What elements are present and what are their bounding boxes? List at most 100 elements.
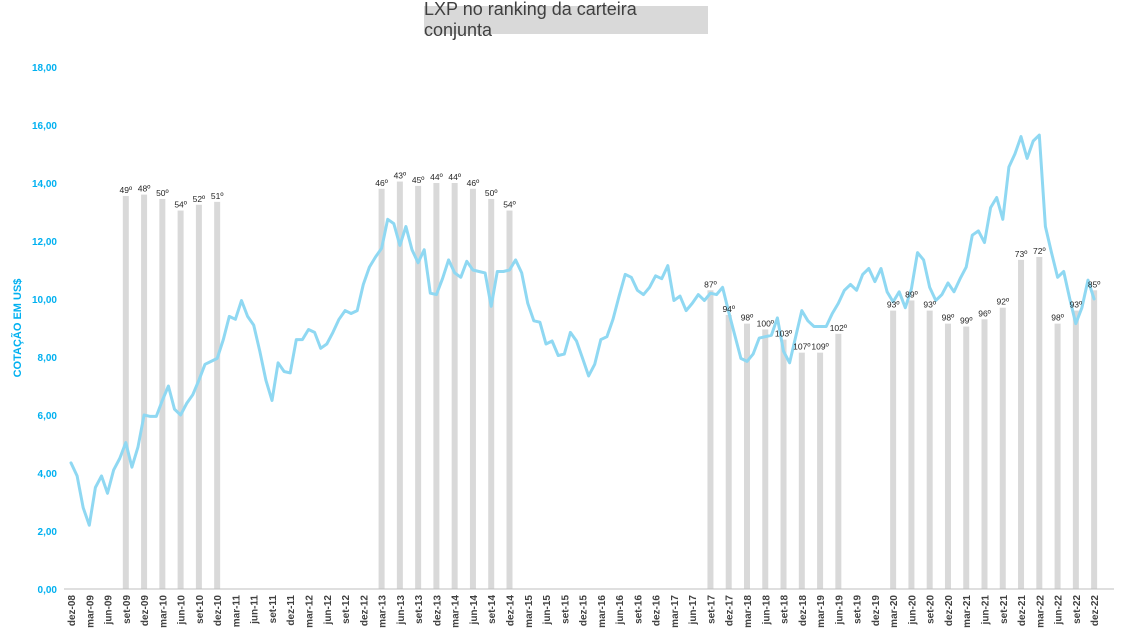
ranking-bar (1072, 310, 1079, 589)
x-tick-label: mar-12 (305, 595, 316, 628)
x-tick-label: jun-10 (177, 595, 188, 626)
ranking-bar (762, 329, 769, 589)
bar-data-label: 93º (923, 300, 936, 310)
ranking-bar (433, 183, 440, 589)
ranking-bar (378, 188, 385, 590)
x-tick-label: set-17 (706, 595, 717, 624)
bar-data-label: 93º (1070, 300, 1083, 310)
ranking-bar (725, 314, 732, 589)
y-tick-label: 4,00 (38, 469, 58, 480)
bar-data-label: 99º (960, 316, 973, 326)
chart-title: LXP no ranking da carteira conjunta (424, 0, 637, 40)
x-tick-label: jun-11 (250, 595, 261, 625)
y-tick-label: 14,00 (32, 179, 57, 190)
x-tick-label: dez-13 (432, 595, 443, 627)
ranking-bar (469, 188, 476, 590)
bar-data-label: 87º (704, 279, 717, 289)
x-tick-label: set-13 (414, 595, 425, 624)
ranking-bar (1036, 256, 1043, 589)
ranking-bar (122, 196, 129, 590)
y-tick-label: 18,00 (32, 63, 57, 74)
bar-data-label: 103º (775, 329, 792, 339)
x-tick-label: jun-13 (396, 595, 407, 626)
x-tick-label: jun-22 (1054, 595, 1065, 626)
bar-data-label: 48º (138, 184, 151, 194)
y-tick-label: 12,00 (32, 237, 57, 248)
bars-layer (122, 181, 1098, 590)
x-tick-label: dez-16 (652, 595, 663, 627)
ranking-bar (835, 333, 842, 589)
x-tick-label: mar-20 (889, 595, 900, 628)
x-tick-label: set-22 (1072, 595, 1083, 624)
bar-data-label: 43º (394, 171, 407, 181)
x-axis: dez-08 mar-09 jun-09 set-09 dez-09 mar-10 jun-… (67, 595, 1101, 628)
bar-data-label: 89º (905, 289, 918, 299)
bar-data-label: 94º (722, 304, 735, 314)
ranking-bar (1091, 290, 1098, 589)
y-tick-label: 0,00 (38, 585, 58, 596)
line-layer (69, 133, 1096, 527)
x-tick-label: jun-19 (834, 595, 845, 626)
x-tick-label: mar-22 (1035, 595, 1046, 628)
x-tick-label: dez-19 (871, 595, 882, 627)
x-tick-label: set-09 (122, 595, 133, 624)
x-tick-label: set-10 (195, 595, 206, 624)
x-tick-label: mar-18 (743, 595, 754, 628)
bar-data-label: 100º (757, 318, 774, 328)
y-axis-label: COTAÇÃO EM US$ (11, 279, 24, 378)
bar-data-label: 44º (448, 172, 461, 182)
x-tick-label: set-21 (999, 595, 1010, 624)
y-tick-label: 2,00 (38, 527, 58, 538)
x-tick-label: set-20 (926, 595, 937, 624)
x-tick-label: dez-15 (579, 595, 590, 627)
ranking-bar (195, 204, 202, 589)
bar-data-label: 73º (1015, 249, 1028, 259)
ranking-bar (798, 352, 805, 589)
x-tick-label: mar-09 (85, 595, 96, 628)
bar-data-label: 85º (1088, 279, 1101, 289)
x-tick-label: dez-10 (213, 595, 224, 627)
bar-labels-layer: 49º 48º 50º 54º 52º 51º 46º 43º 45º 44º 44º 46º 50º 5… (120, 171, 1101, 352)
ranking-bar (981, 319, 988, 589)
bar-data-label: 51º (211, 191, 224, 201)
x-tick-label: jun-16 (615, 595, 626, 626)
ranking-bar (817, 352, 824, 589)
x-tick-label: set-16 (633, 595, 644, 624)
x-tick-label: dez-08 (67, 595, 78, 627)
x-tick-label: jun-17 (688, 595, 699, 626)
ranking-bar (415, 185, 422, 589)
x-tick-label: mar-13 (378, 595, 389, 628)
bar-data-label: 98º (741, 313, 754, 323)
x-tick-label: dez-11 (286, 595, 297, 626)
bar-data-label: 98º (1051, 313, 1064, 323)
ranking-bar (926, 310, 933, 589)
y-axis: 0,00 2,00 4,00 6,00 8,00 10,00 12,00 14,00 16,00… (32, 63, 57, 596)
x-tick-label: jun-21 (981, 595, 992, 626)
price-series-line (69, 133, 1096, 527)
x-tick-label: jun-14 (469, 595, 480, 626)
bar-data-label: 54º (503, 200, 516, 210)
bar-data-label: 49º (120, 185, 133, 195)
x-tick-label: mar-11 (231, 595, 242, 628)
chart-title-box: LXP no ranking da carteira conjunta (424, 0, 708, 40)
x-tick-label: jun-15 (542, 595, 553, 626)
ranking-bar (908, 300, 915, 589)
ranking-bar (177, 210, 184, 590)
bar-data-label: 52º (193, 194, 206, 204)
ranking-bar (944, 323, 951, 589)
x-tick-label: mar-17 (670, 595, 681, 628)
x-tick-label: set-14 (487, 595, 498, 624)
x-tick-label: set-12 (341, 595, 352, 624)
x-tick-label: dez-21 (1017, 595, 1028, 627)
x-tick-label: set-18 (780, 595, 791, 624)
x-tick-label: jun-20 (907, 595, 918, 626)
ranking-bar (488, 198, 495, 589)
x-tick-label: jun-09 (104, 595, 115, 626)
bar-data-label: 107º (793, 342, 810, 352)
bar-data-label: 109º (811, 342, 828, 352)
bar-data-label: 93º (887, 300, 900, 310)
bar-data-label: 54º (174, 200, 187, 210)
ranking-bar (780, 339, 787, 589)
ranking-bar (1054, 323, 1061, 589)
